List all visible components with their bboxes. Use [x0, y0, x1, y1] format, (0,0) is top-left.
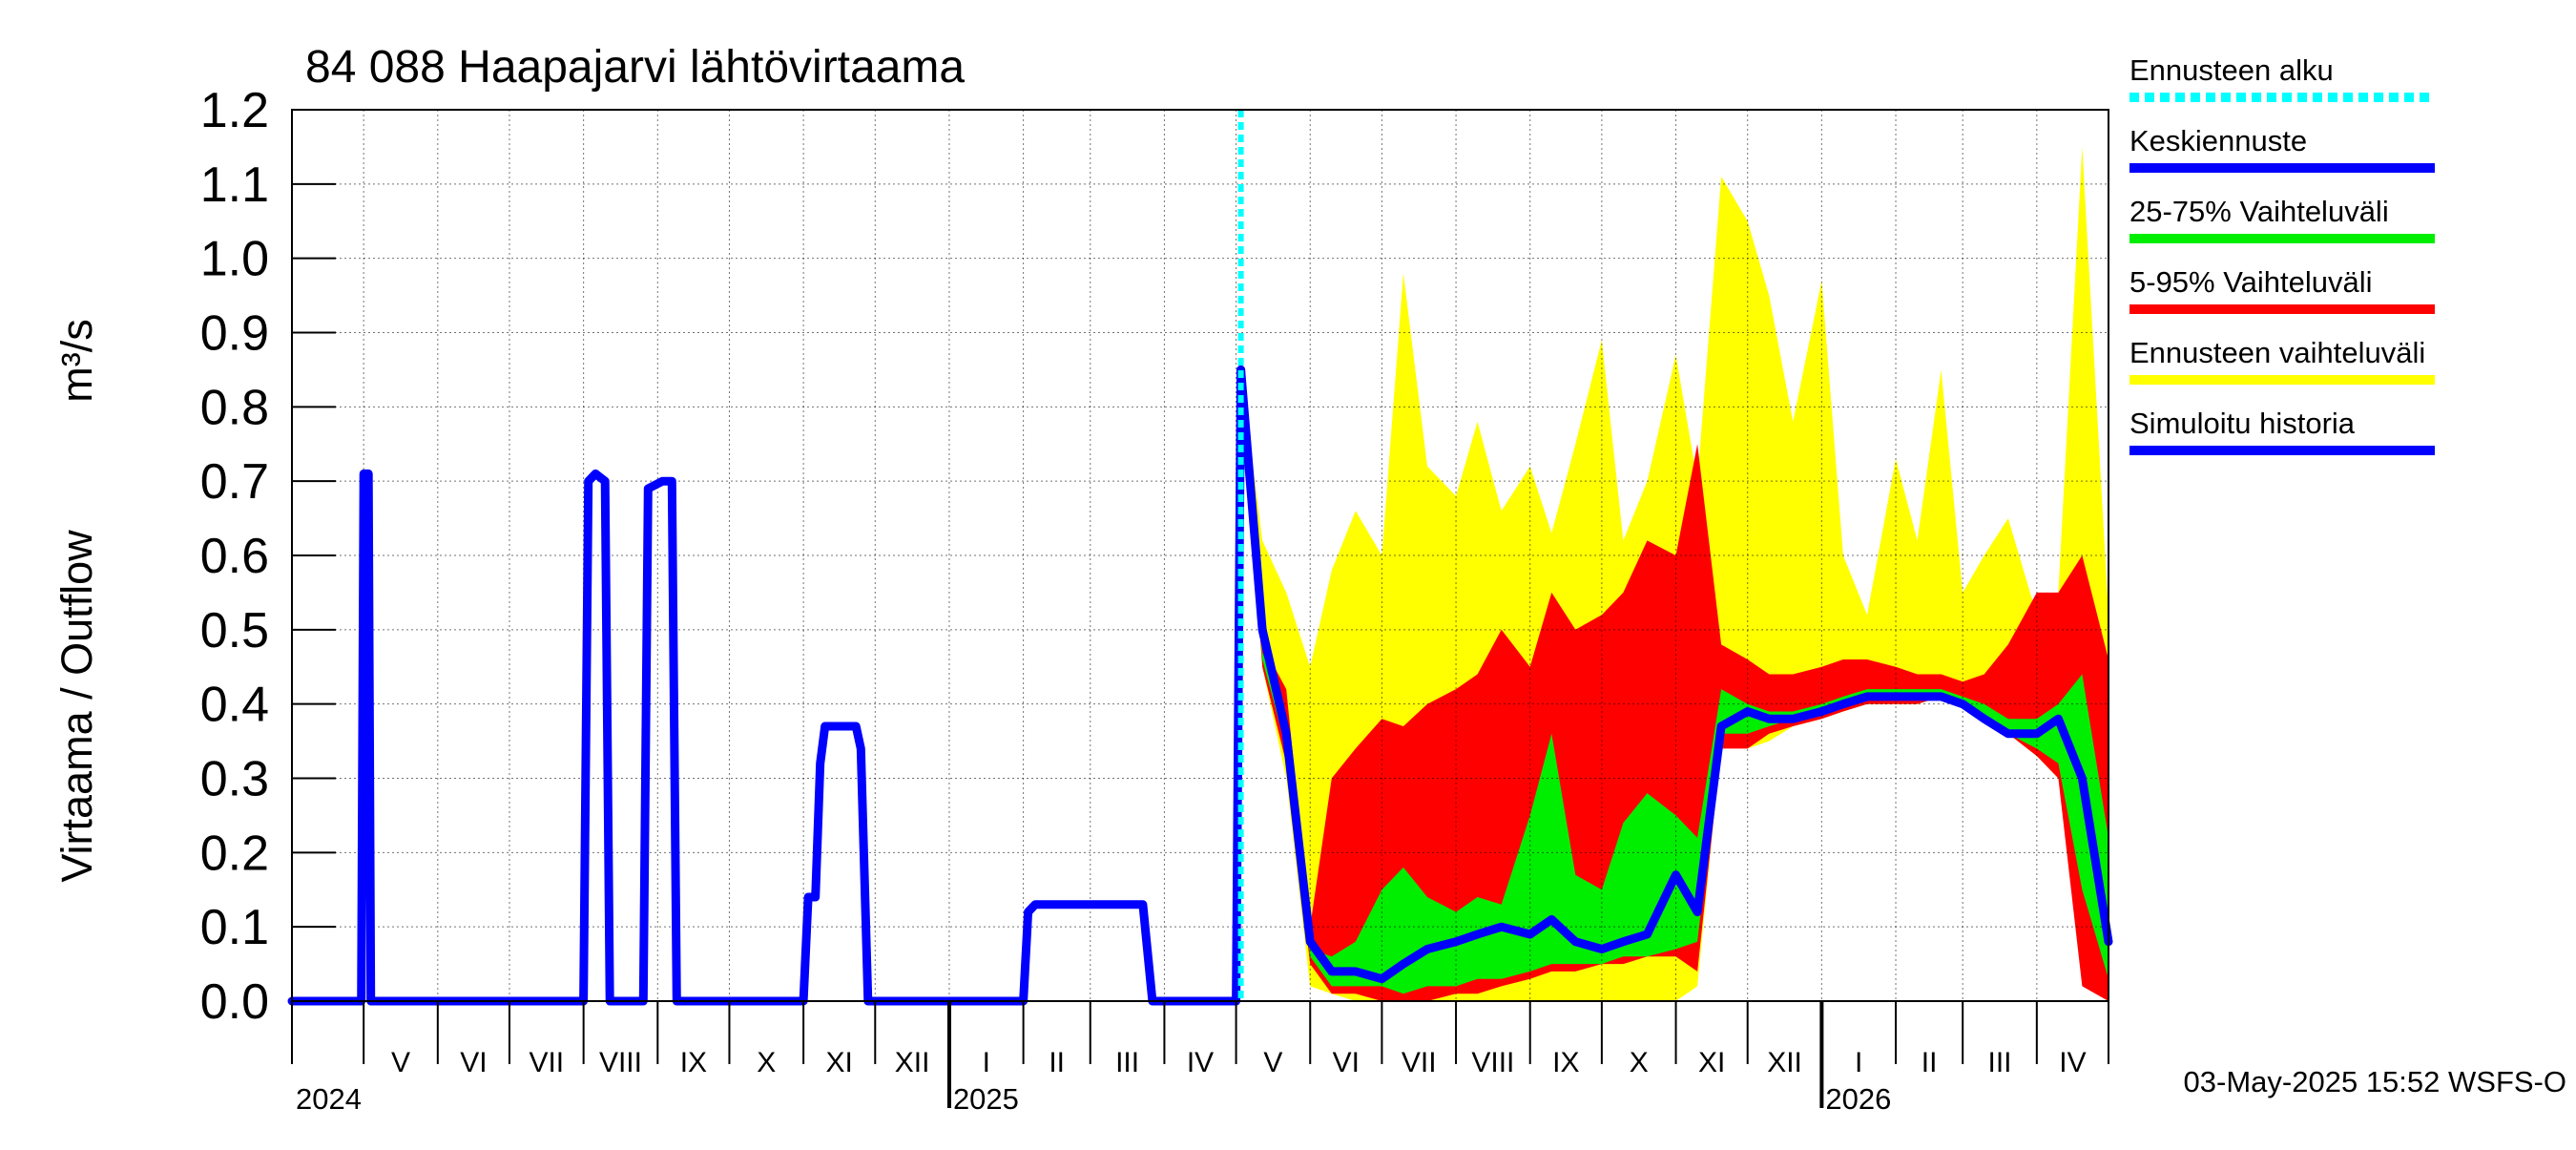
- y-tick-label: 0.3: [200, 752, 269, 807]
- legend-label: Ennusteen vaihteluväli: [2129, 336, 2425, 369]
- month-label: I: [983, 1047, 990, 1078]
- month-label: VII: [529, 1047, 564, 1078]
- y-axis-label: Virtaama / Outflow: [52, 530, 101, 883]
- month-label: II: [1049, 1047, 1065, 1078]
- band-5-95-vaihteluv-li: [1240, 369, 2109, 1001]
- y-tick-label: 0.7: [200, 454, 269, 510]
- year-label: 2025: [953, 1082, 1019, 1116]
- month-label: X: [757, 1047, 776, 1078]
- month-label: III: [1988, 1047, 2012, 1078]
- y-tick-label: 0.0: [200, 974, 269, 1030]
- year-label: 2026: [1825, 1082, 1891, 1116]
- month-label: VII: [1402, 1047, 1437, 1078]
- band-layer: [1240, 146, 2109, 1001]
- month-label: XI: [1698, 1047, 1725, 1078]
- legend: Ennusteen alku Keskiennuste 25-75% Vaihtel…: [2129, 53, 2435, 455]
- timestamp-footer: 03-May-2025 15:52 WSFS-O: [2184, 1065, 2566, 1098]
- y-axis-unit: m³/s: [52, 319, 101, 402]
- legend-label: Simuloitu historia: [2129, 407, 2356, 440]
- month-label: V: [391, 1047, 410, 1078]
- axes-layer: 0.0 0.1 0.2 0.3 0.4 0.5 0.6 0.7 0.8 0.9 1.0 1.1 1.2 V…: [52, 83, 2109, 1116]
- y-tick-label: 0.5: [200, 603, 269, 659]
- y-tick-label: 0.8: [200, 380, 269, 435]
- month-label: III: [1115, 1047, 1139, 1078]
- month-label: VI: [1333, 1047, 1360, 1078]
- y-tick-label: 0.9: [200, 306, 269, 362]
- y-tick-label: 1.0: [200, 232, 269, 287]
- month-label: XII: [895, 1047, 930, 1078]
- y-tick-label: 1.1: [200, 157, 269, 213]
- legend-label: Ennusteen alku: [2129, 53, 2334, 87]
- month-label: V: [1263, 1047, 1282, 1078]
- band-25-75-vaihteluv-li: [1240, 369, 2109, 994]
- plot-frame: [291, 109, 2109, 1002]
- legend-label: 5-95% Vaihteluväli: [2129, 265, 2372, 299]
- month-label: IV: [2059, 1047, 2086, 1078]
- year-label: 2024: [296, 1082, 362, 1116]
- month-label: XII: [1767, 1047, 1802, 1078]
- month-label: VIII: [599, 1047, 642, 1078]
- month-label: IV: [1187, 1047, 1214, 1078]
- legend-label: Keskiennuste: [2129, 124, 2307, 157]
- y-tick-label: 0.2: [200, 826, 269, 881]
- month-label: XI: [826, 1047, 853, 1078]
- month-label: II: [1922, 1047, 1938, 1078]
- y-tick-label: 0.6: [200, 529, 269, 584]
- line-keskiennuste: [1236, 365, 2113, 984]
- chart-title: 84 088 Haapajarvi lähtövirtaama: [305, 42, 965, 93]
- month-label: I: [1855, 1047, 1862, 1078]
- month-label: X: [1630, 1047, 1649, 1078]
- y-tick-label: 0.4: [200, 678, 269, 733]
- month-label: VI: [460, 1047, 487, 1078]
- month-label: IX: [680, 1047, 707, 1078]
- month-label: VIII: [1471, 1047, 1514, 1078]
- y-tick-label: 1.2: [200, 83, 269, 138]
- y-tick-label: 0.1: [200, 900, 269, 955]
- month-label: IX: [1552, 1047, 1579, 1078]
- legend-label: 25-75% Vaihteluväli: [2129, 195, 2389, 228]
